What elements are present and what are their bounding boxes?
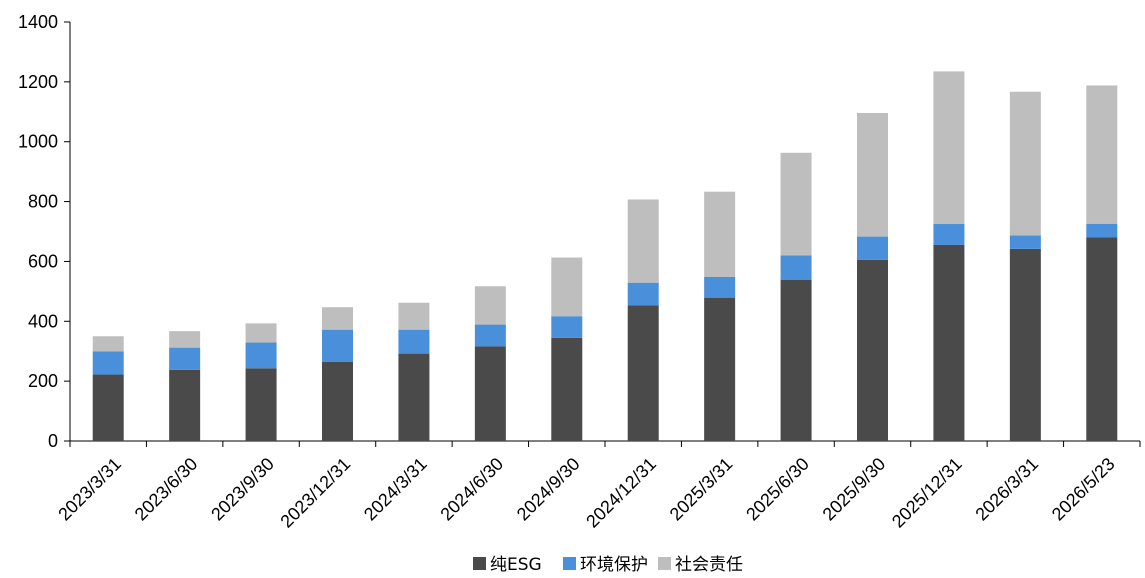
bar-segment <box>933 224 965 245</box>
y-tick-label: 1000 <box>18 132 58 152</box>
y-tick-label: 200 <box>28 371 58 391</box>
legend-swatch <box>563 557 576 570</box>
x-tick-label: 2025/12/31 <box>888 454 966 532</box>
bar-segment <box>857 112 888 237</box>
bar-segment <box>1009 91 1041 236</box>
bar-segment <box>245 342 277 369</box>
y-tick-label: 1200 <box>18 72 58 92</box>
bar-segment <box>780 279 812 441</box>
y-tick-label: 0 <box>48 431 58 451</box>
bar-segment <box>322 307 353 330</box>
bar-segment <box>169 331 201 348</box>
bar-segment <box>398 353 430 441</box>
legend-swatch <box>658 557 671 570</box>
x-tick-label: 2023/12/31 <box>276 454 354 532</box>
bar-segment <box>1086 237 1118 441</box>
bar-segment <box>551 316 583 338</box>
y-tick-label: 1400 <box>18 12 58 32</box>
bar-segment <box>92 374 124 441</box>
x-tick-label: 2024/6/30 <box>436 454 507 525</box>
bar-segment <box>551 257 583 317</box>
bar-segment <box>1009 248 1041 441</box>
x-tick-label: 2024/12/31 <box>582 454 660 532</box>
y-tick-label: 400 <box>28 311 58 331</box>
x-tick-label: 2026/3/31 <box>971 454 1042 525</box>
bars <box>92 71 1118 441</box>
bar-segment <box>1086 85 1118 224</box>
y-tick-label: 600 <box>28 251 58 271</box>
bar-segment <box>704 297 736 441</box>
bar-segment <box>245 368 277 441</box>
bar-segment <box>474 286 506 325</box>
bar-segment <box>857 236 888 260</box>
bar-segment <box>92 336 124 352</box>
y-axis: 0 200 400 600 800 1000 1200 1400 <box>18 12 71 451</box>
legend-label: 纯ESG <box>490 555 542 575</box>
bar-segment <box>780 152 812 256</box>
legend-label: 环境保护 <box>580 555 648 575</box>
x-tick-label: 2024/9/30 <box>513 454 584 525</box>
bar-segment <box>857 259 888 441</box>
y-tick-label: 800 <box>28 192 58 212</box>
bar-segment <box>627 199 659 283</box>
bar-segment <box>474 346 506 441</box>
bar-segment <box>627 282 659 306</box>
bar-segment <box>780 255 812 280</box>
x-tick-label: 2026/5/23 <box>1048 454 1119 525</box>
bar-segment <box>627 305 659 441</box>
bar-segment <box>933 71 965 225</box>
bar-segment <box>398 329 430 354</box>
bar-segment <box>245 323 277 343</box>
x-tick-label: 2024/3/31 <box>360 454 431 525</box>
bar-segment <box>704 191 736 277</box>
legend-label: 社会责任 <box>675 555 743 575</box>
x-tick-label: 2025/9/30 <box>819 454 890 525</box>
bar-segment <box>322 329 353 362</box>
x-tick-label: 2023/3/31 <box>54 454 125 525</box>
x-tick-label: 2023/9/30 <box>207 454 278 525</box>
x-tick-label: 2025/6/30 <box>742 454 813 525</box>
bar-segment <box>1009 235 1041 249</box>
legend-swatch <box>473 557 486 570</box>
bar-segment <box>474 324 506 347</box>
bar-segment <box>1086 223 1118 238</box>
bar-segment <box>398 302 430 330</box>
bar-segment <box>704 276 736 298</box>
bar-segment <box>551 337 583 441</box>
bar-segment <box>169 347 201 370</box>
legend: 纯ESG 环境保护 社会责任 <box>473 555 743 575</box>
bar-segment <box>92 351 124 375</box>
bar-segment <box>933 244 965 441</box>
bar-segment <box>322 361 353 441</box>
bar-segment <box>169 369 201 441</box>
x-tick-label: 2023/6/30 <box>131 454 202 525</box>
x-tick-label: 2025/3/31 <box>666 454 737 525</box>
